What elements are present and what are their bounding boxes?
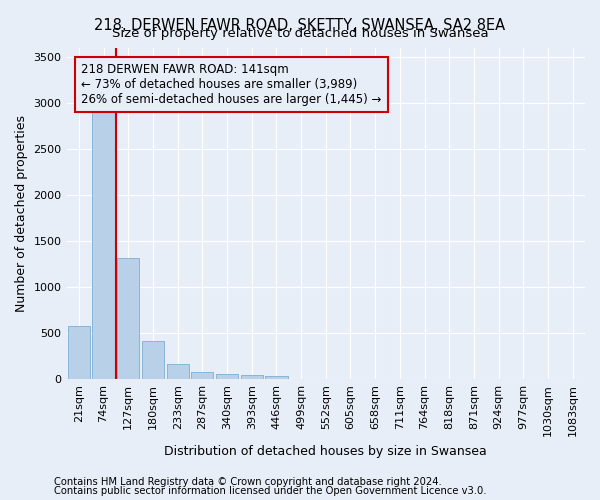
Bar <box>191 372 214 380</box>
Y-axis label: Number of detached properties: Number of detached properties <box>15 115 28 312</box>
Bar <box>68 326 90 380</box>
Bar <box>92 110 115 380</box>
Text: Size of property relative to detached houses in Swansea: Size of property relative to detached ho… <box>112 28 488 40</box>
Text: 218 DERWEN FAWR ROAD: 141sqm
← 73% of detached houses are smaller (3,989)
26% of: 218 DERWEN FAWR ROAD: 141sqm ← 73% of de… <box>82 63 382 106</box>
Bar <box>167 364 189 380</box>
Text: Contains HM Land Registry data © Crown copyright and database right 2024.: Contains HM Land Registry data © Crown c… <box>54 477 442 487</box>
Bar <box>216 374 238 380</box>
Text: 218, DERWEN FAWR ROAD, SKETTY, SWANSEA, SA2 8EA: 218, DERWEN FAWR ROAD, SKETTY, SWANSEA, … <box>94 18 506 32</box>
Bar <box>241 375 263 380</box>
Bar <box>265 376 287 380</box>
Bar <box>142 341 164 380</box>
X-axis label: Distribution of detached houses by size in Swansea: Distribution of detached houses by size … <box>164 444 487 458</box>
Text: Contains public sector information licensed under the Open Government Licence v3: Contains public sector information licen… <box>54 486 487 496</box>
Bar <box>117 258 139 380</box>
